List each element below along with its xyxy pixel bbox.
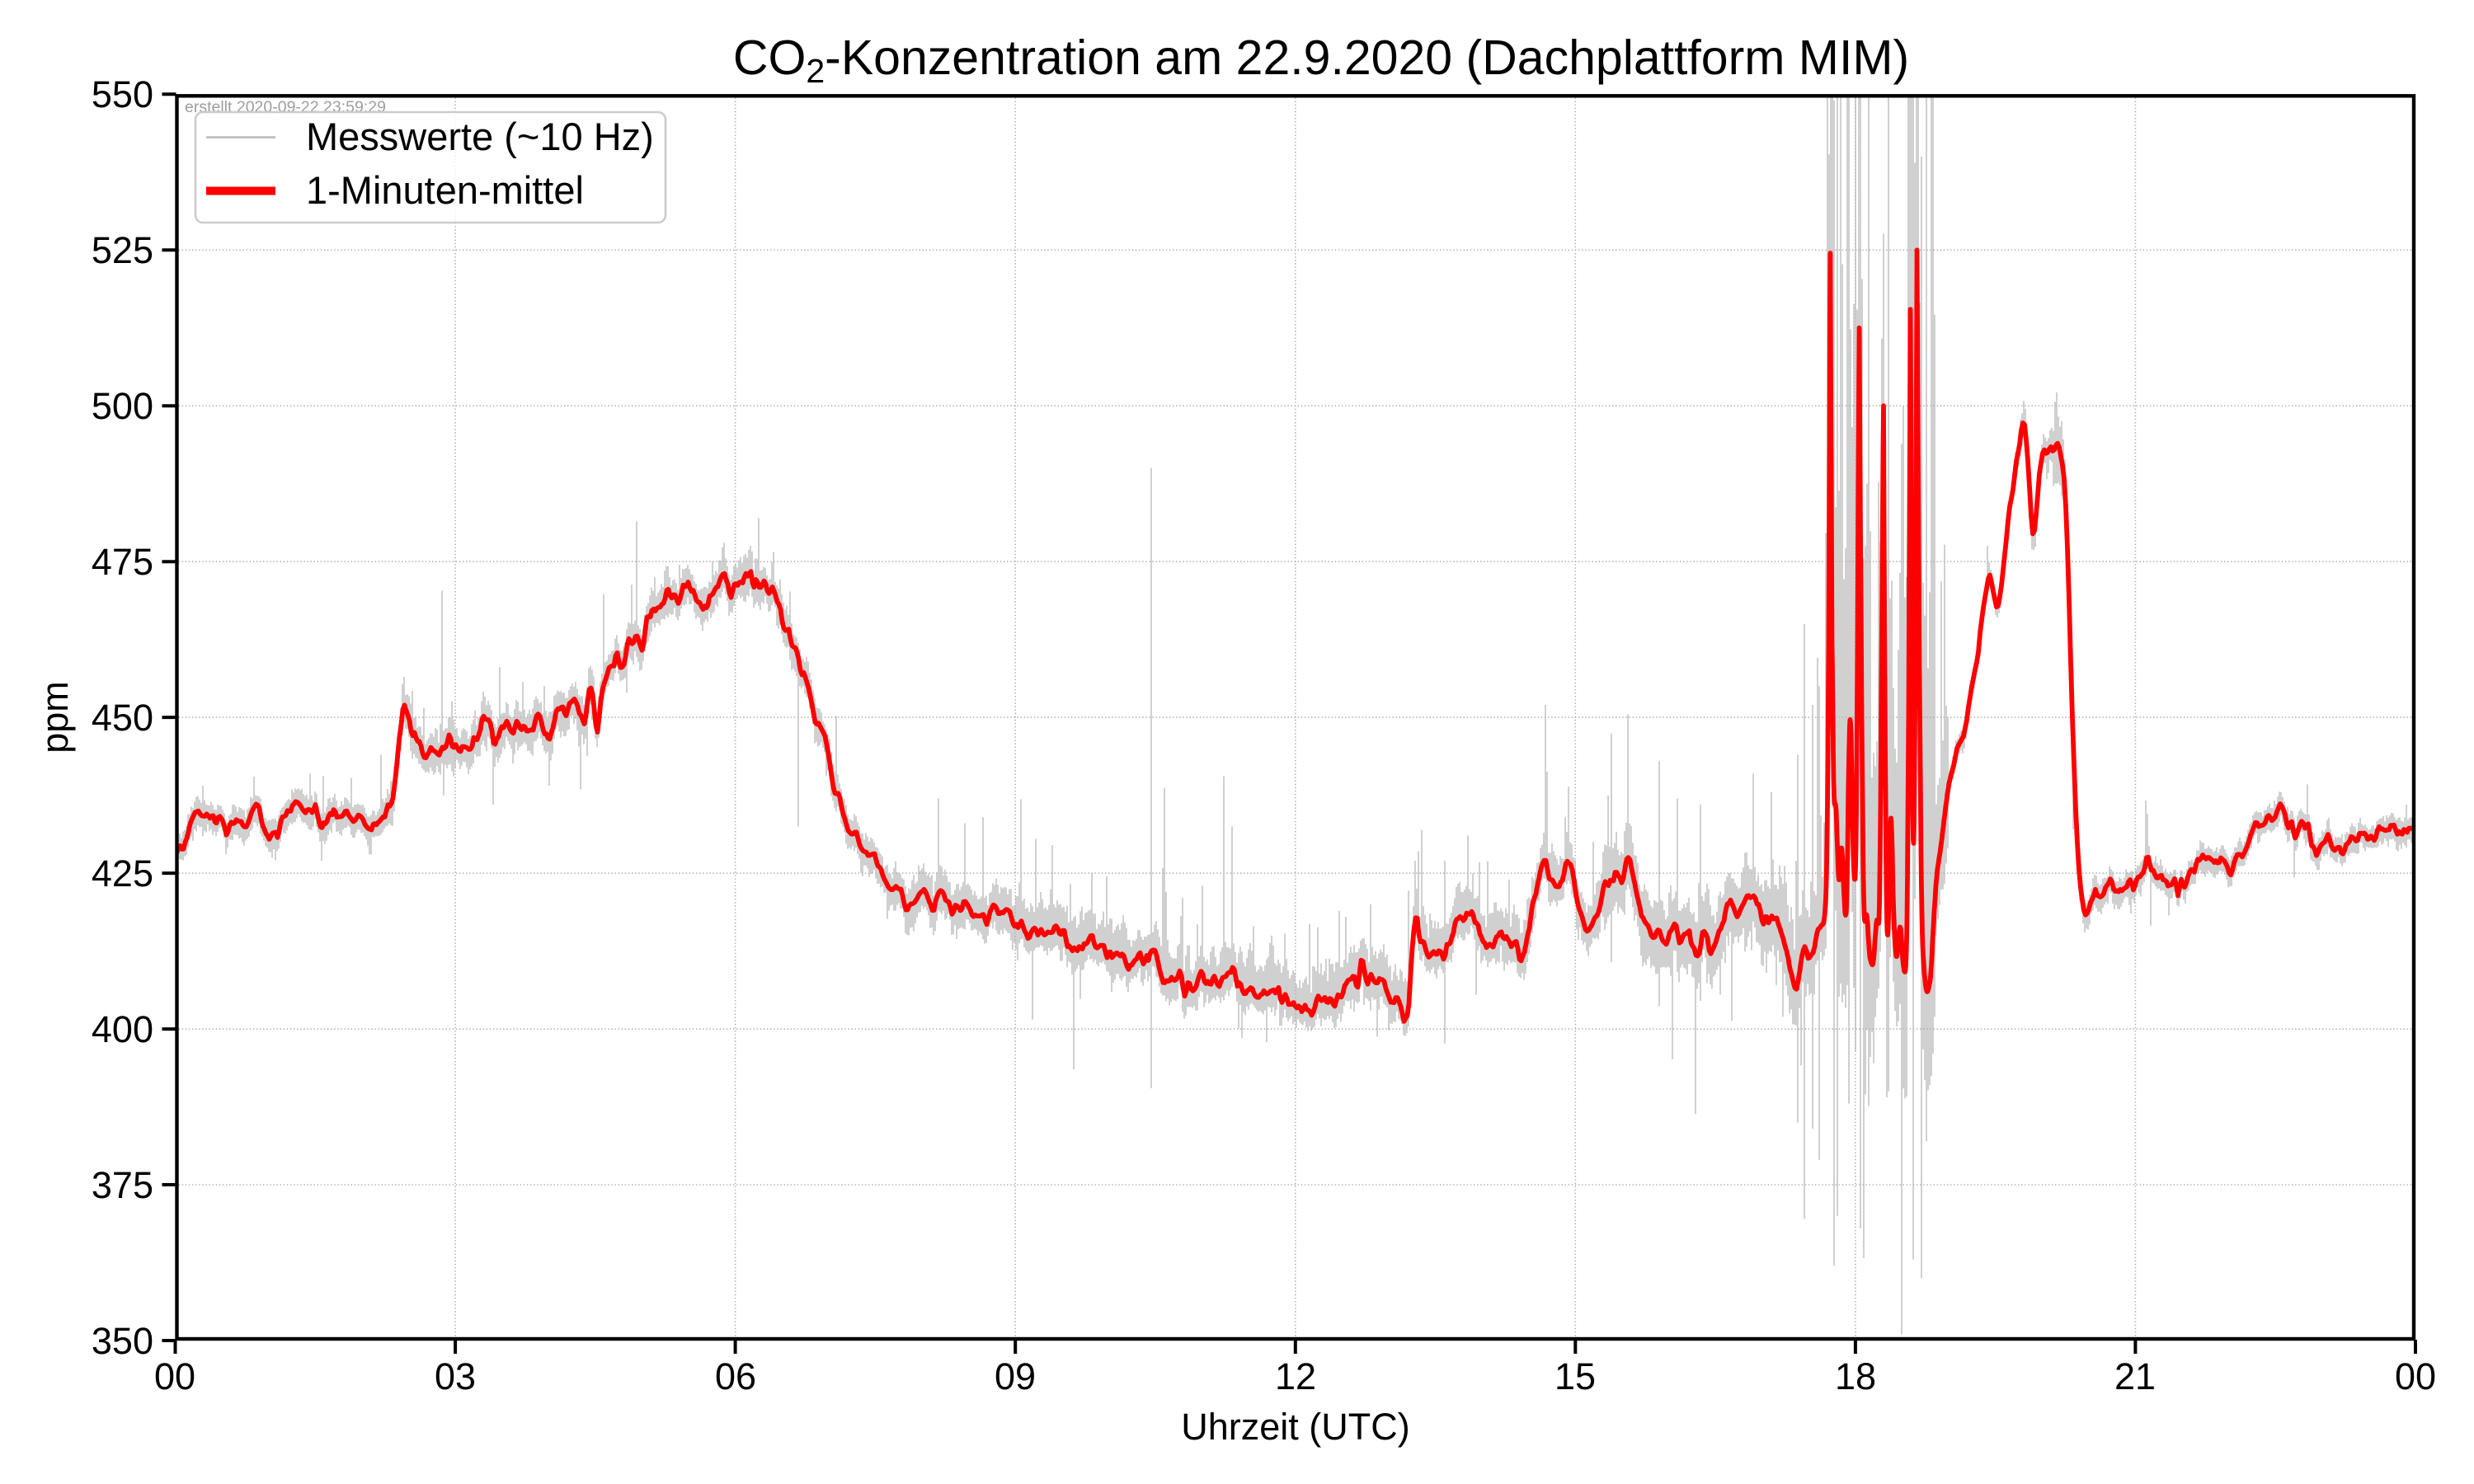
- svg-text:400: 400: [92, 1008, 153, 1050]
- svg-text:475: 475: [92, 541, 153, 583]
- svg-text:09: 09: [995, 1355, 1036, 1397]
- svg-text:00: 00: [154, 1355, 195, 1397]
- svg-text:500: 500: [92, 385, 153, 427]
- svg-text:18: 18: [1835, 1355, 1876, 1397]
- svg-text:ppm: ppm: [34, 681, 76, 754]
- svg-text:Uhrzeit (UTC): Uhrzeit (UTC): [1181, 1406, 1410, 1448]
- svg-text:550: 550: [92, 73, 153, 115]
- svg-text:350: 350: [92, 1320, 153, 1362]
- svg-text:375: 375: [92, 1164, 153, 1206]
- svg-text:CO2-Konzentration am 22.9.2020: CO2-Konzentration am 22.9.2020 (Dachplat…: [733, 31, 1909, 90]
- svg-text:425: 425: [92, 852, 153, 895]
- svg-text:450: 450: [92, 697, 153, 739]
- svg-text:12: 12: [1275, 1355, 1316, 1397]
- svg-text:Messwerte (~10 Hz): Messwerte (~10 Hz): [306, 115, 654, 158]
- svg-text:525: 525: [92, 229, 153, 271]
- svg-text:06: 06: [715, 1355, 756, 1397]
- svg-text:15: 15: [1554, 1355, 1596, 1397]
- svg-text:03: 03: [435, 1355, 476, 1397]
- svg-text:1-Minuten-mittel: 1-Minuten-mittel: [306, 168, 584, 212]
- svg-text:21: 21: [2114, 1355, 2156, 1397]
- svg-text:00: 00: [2395, 1355, 2436, 1397]
